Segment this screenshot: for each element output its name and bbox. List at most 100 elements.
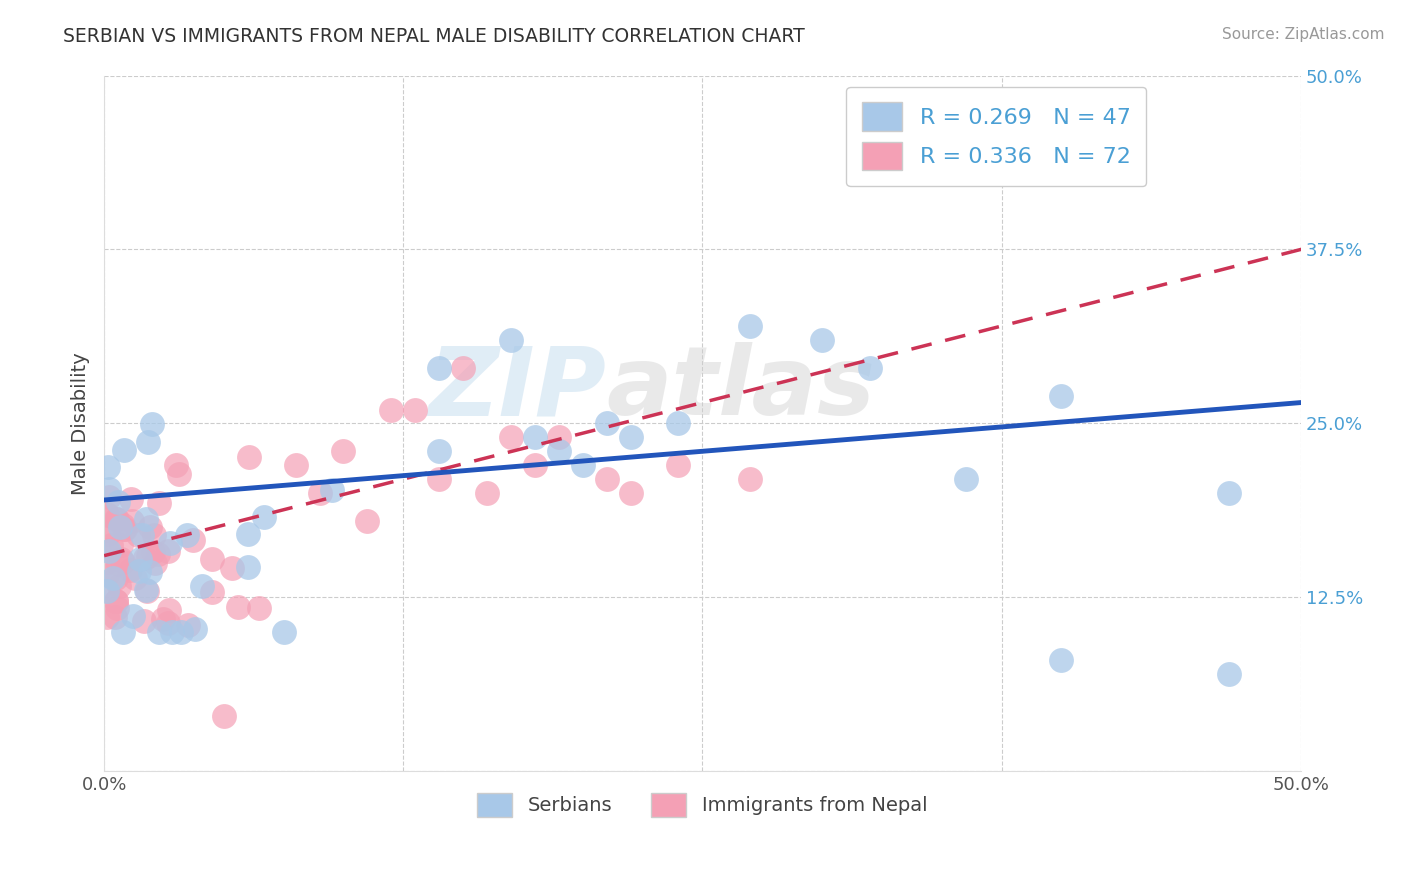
Point [273, 625, 295, 640]
Point [523, 458, 546, 473]
Point [148, 496, 170, 510]
Point [104, 511, 127, 525]
Point [165, 458, 187, 473]
Point [111, 625, 134, 640]
Point [238, 450, 260, 464]
Point [96, 567, 118, 582]
Point [226, 599, 249, 614]
Point [152, 612, 174, 626]
Point [170, 625, 193, 640]
Point [96, 542, 118, 557]
Point [221, 560, 243, 574]
Point [201, 552, 224, 566]
Point [212, 708, 235, 723]
Point [181, 533, 204, 548]
Point [475, 486, 498, 500]
Point [101, 571, 124, 585]
Point [105, 512, 128, 526]
Point [167, 467, 190, 482]
Point [107, 557, 129, 571]
Point [247, 600, 270, 615]
Point [96, 527, 118, 541]
Point [124, 571, 146, 585]
Point [138, 435, 160, 450]
Point [112, 522, 135, 536]
Point [740, 319, 762, 334]
Point [139, 565, 162, 579]
Point [1050, 389, 1073, 403]
Point [105, 593, 128, 607]
Point [131, 527, 153, 541]
Point [97, 482, 120, 496]
Point [955, 472, 977, 486]
Point [96, 584, 118, 599]
Point [284, 458, 307, 473]
Point [427, 444, 450, 458]
Point [121, 514, 143, 528]
Point [143, 556, 166, 570]
Point [183, 623, 205, 637]
Point [114, 522, 136, 536]
Point [1218, 667, 1240, 681]
Point [142, 545, 165, 559]
Point [332, 444, 354, 458]
Point [160, 625, 183, 640]
Point [96, 507, 118, 521]
Point [1050, 653, 1073, 667]
Point [135, 512, 157, 526]
Point [134, 550, 156, 565]
Point [451, 360, 474, 375]
Point [1218, 486, 1240, 500]
Point [139, 520, 162, 534]
Point [811, 333, 834, 347]
Point [146, 547, 169, 561]
Point [105, 600, 128, 615]
Point [110, 552, 132, 566]
Point [127, 527, 149, 541]
Point [148, 625, 170, 640]
Text: ZIP: ZIP [429, 343, 606, 435]
Point [96, 583, 118, 598]
Point [668, 458, 690, 473]
Point [499, 333, 522, 347]
Point [177, 618, 200, 632]
Point [547, 430, 569, 444]
Point [253, 510, 276, 524]
Point [96, 610, 118, 624]
Y-axis label: Male Disability: Male Disability [72, 352, 90, 495]
Point [111, 555, 134, 569]
Point [201, 584, 224, 599]
Text: SERBIAN VS IMMIGRANTS FROM NEPAL MALE DISABILITY CORRELATION CHART: SERBIAN VS IMMIGRANTS FROM NEPAL MALE DI… [63, 27, 806, 45]
Point [96, 508, 118, 522]
Point [236, 560, 259, 574]
Point [97, 490, 120, 504]
Point [427, 360, 450, 375]
Point [236, 526, 259, 541]
Point [105, 594, 128, 608]
Point [547, 444, 569, 458]
Point [120, 492, 142, 507]
Point [156, 544, 179, 558]
Point [380, 402, 402, 417]
Point [143, 528, 166, 542]
Point [100, 538, 122, 552]
Point [141, 417, 163, 431]
Point [107, 495, 129, 509]
Point [104, 610, 127, 624]
Point [136, 549, 159, 563]
Point [129, 551, 152, 566]
Point [595, 472, 617, 486]
Point [190, 578, 212, 592]
Point [356, 514, 378, 528]
Point [105, 571, 128, 585]
Legend: Serbians, Immigrants from Nepal: Serbians, Immigrants from Nepal [470, 785, 935, 824]
Point [157, 602, 180, 616]
Point [96, 524, 118, 538]
Text: Source: ZipAtlas.com: Source: ZipAtlas.com [1222, 27, 1385, 42]
Text: atlas: atlas [606, 343, 876, 435]
Point [157, 616, 180, 631]
Point [132, 614, 155, 628]
Point [859, 360, 882, 375]
Point [176, 528, 198, 542]
Point [128, 564, 150, 578]
